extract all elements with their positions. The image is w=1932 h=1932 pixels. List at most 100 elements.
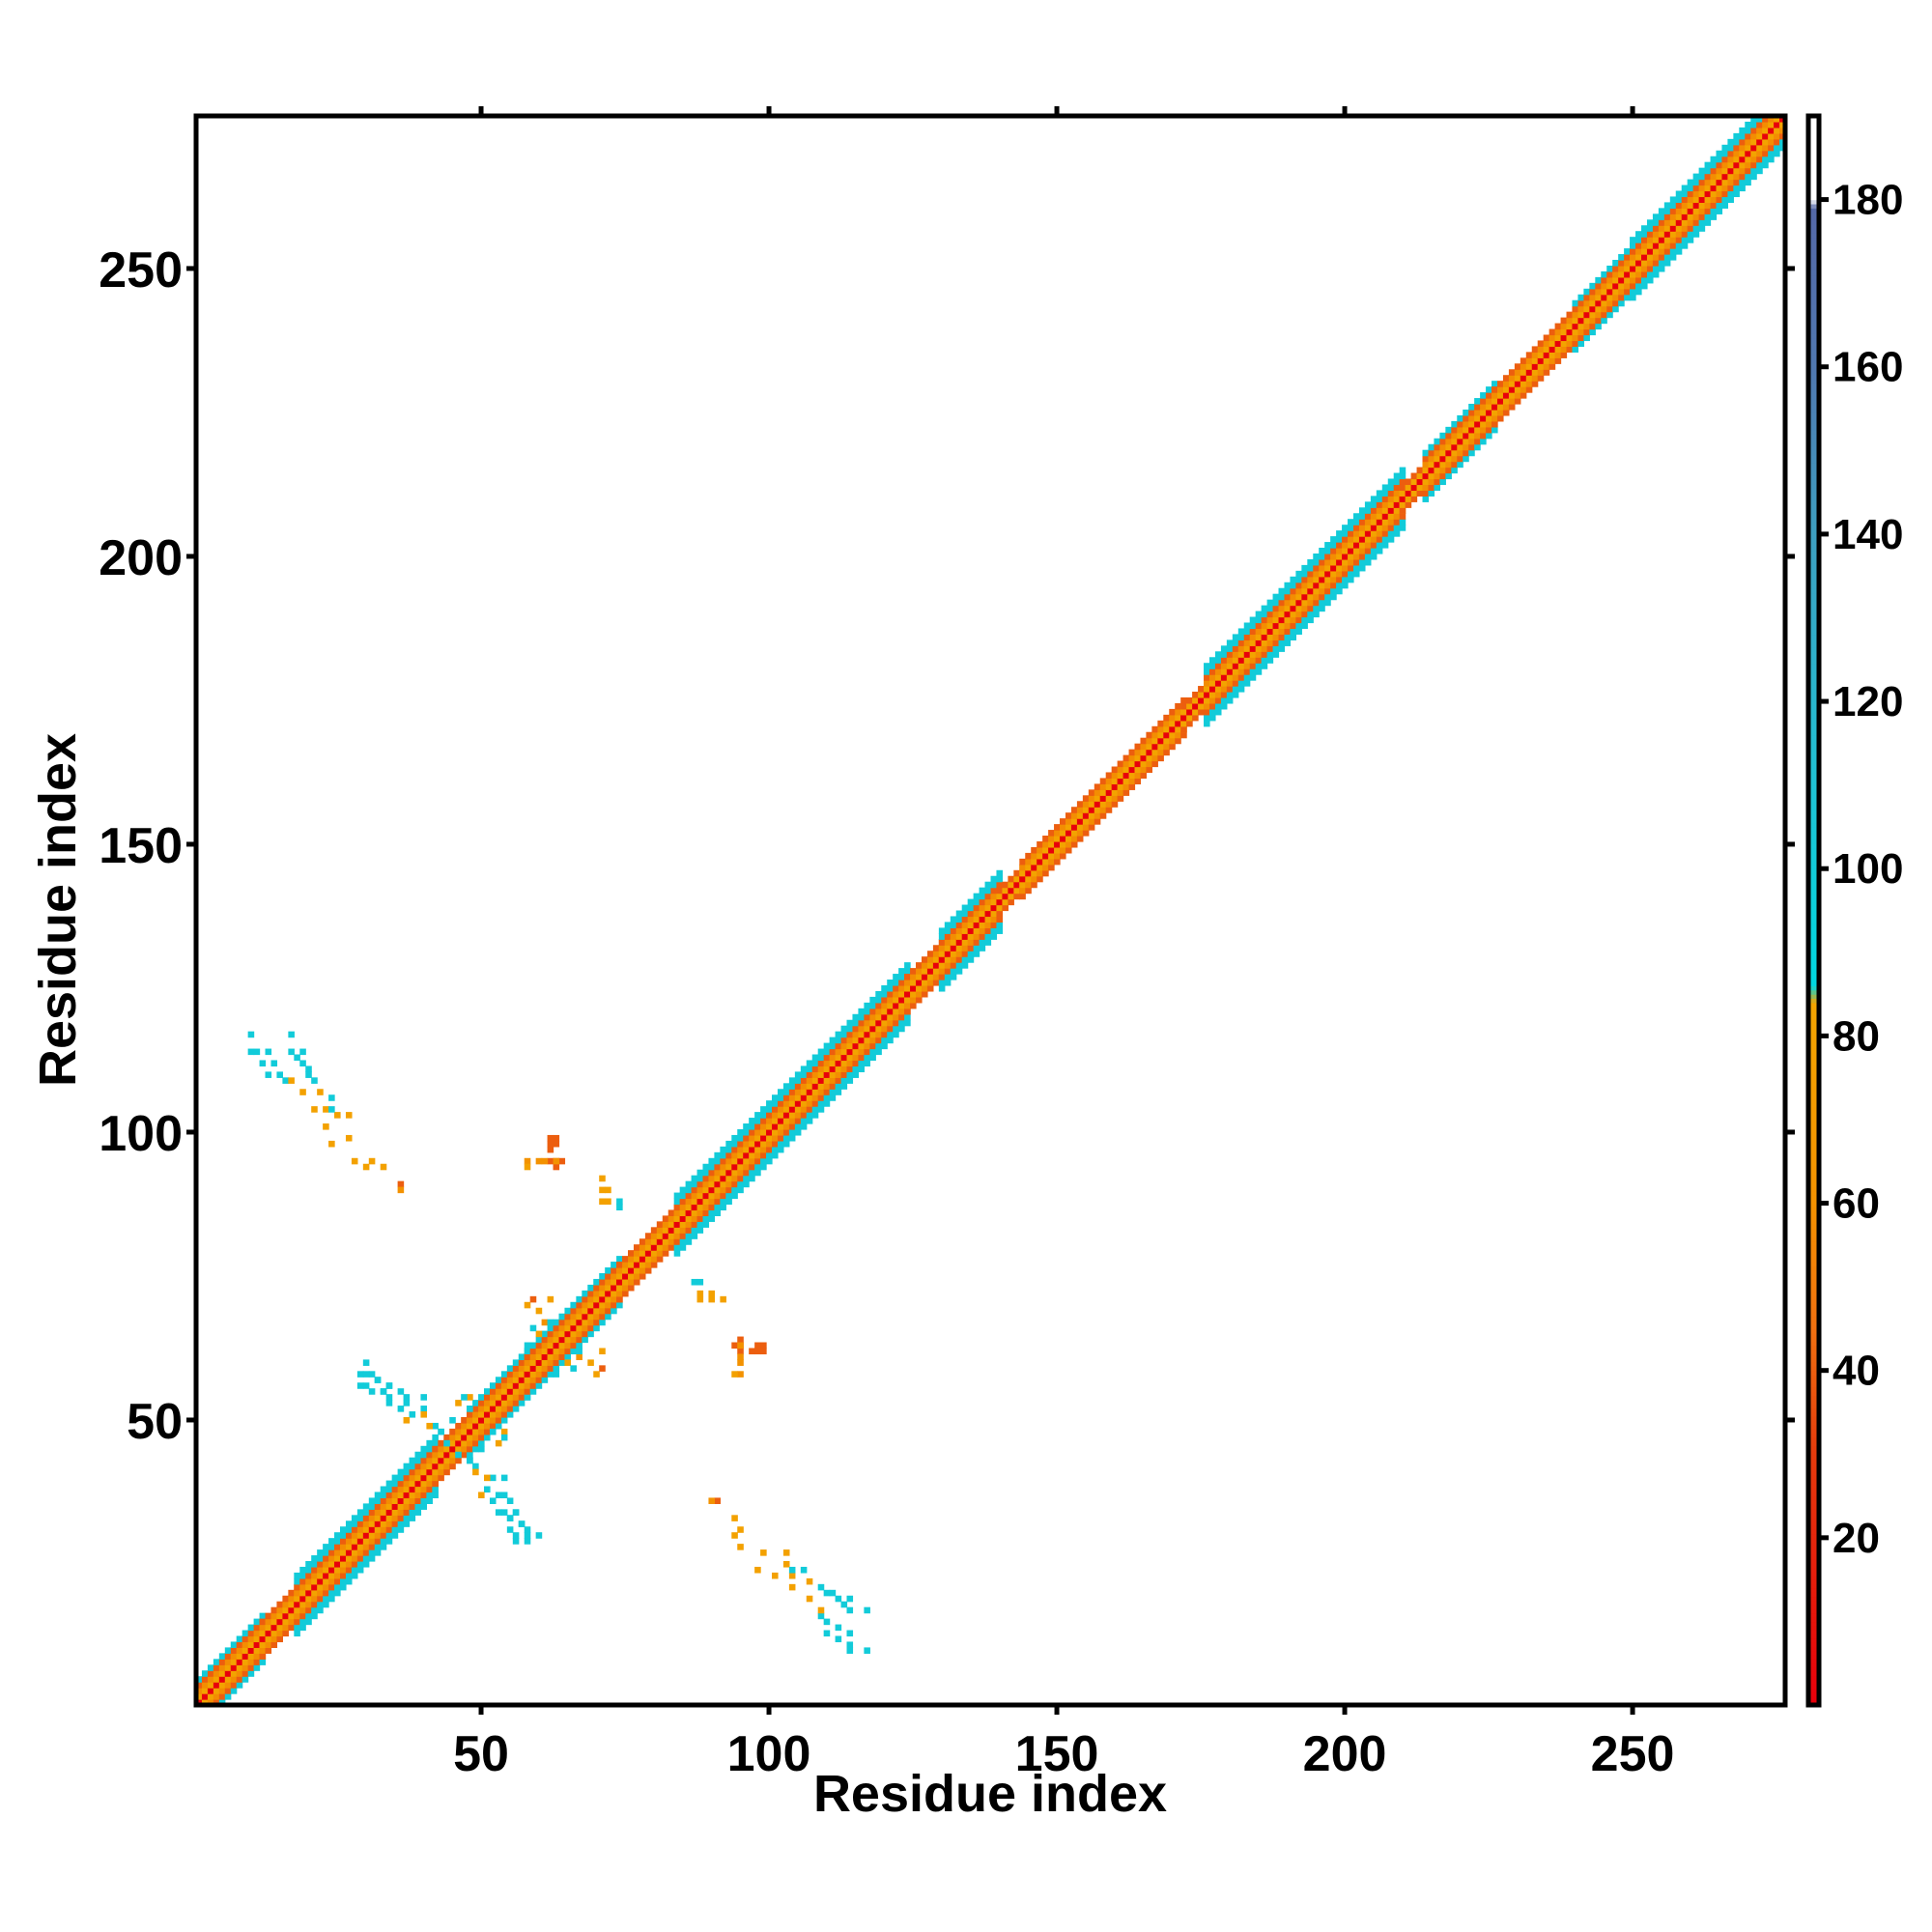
heatmap-cell: [1175, 725, 1181, 733]
heatmap-cell: [1387, 484, 1395, 492]
heatmap-cell: [840, 1037, 848, 1044]
heatmap-cell: [1352, 564, 1360, 572]
heatmap-cell: [495, 1388, 502, 1395]
heatmap-cell: [1768, 144, 1775, 152]
heatmap-cell: [409, 1515, 416, 1521]
heatmap-cell: [800, 1118, 808, 1124]
heatmap-cell: [1624, 276, 1631, 284]
colorbar-segment: [1808, 914, 1819, 920]
heatmap-cell: [1641, 237, 1648, 243]
heatmap-cell: [875, 990, 882, 998]
heatmap-cell: [1261, 634, 1268, 640]
heatmap-cell: [564, 1359, 572, 1366]
heatmap-cell: [1163, 720, 1170, 727]
heatmap-cell: [1290, 605, 1296, 612]
heatmap-cell: [772, 1134, 779, 1142]
heatmap-cell: [484, 1406, 491, 1412]
heatmap-cell: [1336, 548, 1343, 554]
heatmap-cell: [1669, 208, 1677, 214]
colorbar-segment: [1808, 689, 1819, 694]
heatmap-cell: [1031, 875, 1037, 883]
heatmap-cell: [553, 1359, 560, 1366]
heatmap-cell: [518, 1400, 526, 1406]
heatmap-cell: [553, 1330, 560, 1338]
plot-frame: [193, 113, 1788, 1708]
heatmap-cell: [253, 1647, 261, 1654]
heatmap-cell: [835, 1031, 842, 1038]
colorbar-segment: [1808, 1366, 1819, 1372]
heatmap-cell: [1566, 311, 1574, 319]
heatmap-cell: [1750, 121, 1757, 128]
heatmap-cell: [782, 1561, 790, 1568]
heatmap-cell: [679, 1192, 687, 1200]
heatmap-cell: [1307, 587, 1314, 595]
heatmap-cell: [904, 1008, 911, 1015]
heatmap-cell: [777, 1112, 784, 1119]
heatmap-cell: [1531, 363, 1539, 370]
colorbar-segment: [1808, 362, 1819, 368]
heatmap-cell: [443, 1457, 450, 1464]
heatmap-cell: [230, 1641, 238, 1648]
heatmap-cell: [385, 1480, 393, 1488]
heatmap-cell: [1710, 173, 1718, 181]
heatmap-cell: [506, 1377, 514, 1383]
heatmap-cell: [858, 1008, 865, 1015]
heatmap-cell: [599, 1198, 606, 1206]
heatmap-cell: [1180, 714, 1187, 722]
colorbar-segment: [1808, 312, 1819, 318]
heatmap-cell: [449, 1457, 456, 1464]
heatmap-cell: [1208, 674, 1216, 681]
heatmap-cell: [1272, 593, 1280, 601]
heatmap-cell: [1589, 317, 1596, 325]
heatmap-cell: [1117, 778, 1124, 784]
heatmap-cell: [1348, 530, 1354, 537]
heatmap-cell: [1768, 150, 1775, 157]
heatmap-cell: [288, 1031, 295, 1038]
heatmap-cell: [230, 1676, 238, 1683]
heatmap-cell: [1669, 242, 1677, 249]
heatmap-cell: [1675, 231, 1683, 238]
heatmap-cell: [788, 1572, 796, 1579]
heatmap-cell: [1439, 467, 1446, 474]
colorbar-segment: [1808, 1621, 1819, 1627]
heatmap-cell: [967, 922, 975, 928]
heatmap-cell: [644, 1233, 652, 1239]
heatmap-cell: [1237, 680, 1245, 687]
heatmap-cell: [1232, 645, 1239, 652]
heatmap-cell: [1370, 496, 1378, 502]
heatmap-cell: [397, 1526, 405, 1533]
heatmap-cell: [1192, 692, 1199, 698]
heatmap-cell: [247, 1635, 255, 1643]
colorbar-segment: [1808, 714, 1819, 719]
heatmap-cell: [1531, 352, 1539, 358]
heatmap-cell: [754, 1112, 761, 1119]
colorbar-segment: [1808, 558, 1819, 564]
heatmap-cell: [691, 1227, 698, 1234]
colorbar-segment: [1808, 1282, 1819, 1288]
heatmap-cell: [351, 1544, 358, 1550]
heatmap-cell: [720, 1180, 726, 1188]
heatmap-cell: [1560, 334, 1568, 342]
heatmap-cell: [1284, 605, 1292, 612]
colorbar-segment: [1808, 639, 1819, 644]
heatmap-cell: [644, 1262, 652, 1268]
colorbar-segment: [1808, 1328, 1819, 1334]
colorbar-segment: [1808, 671, 1819, 677]
heatmap-cell: [1278, 587, 1286, 595]
heatmap-cell: [1157, 754, 1164, 762]
heatmap-cell: [633, 1278, 640, 1286]
heatmap-cell: [467, 1439, 473, 1447]
heatmap-cell: [864, 1647, 870, 1654]
heatmap-cell: [529, 1377, 537, 1383]
heatmap-cell: [541, 1353, 549, 1360]
heatmap-cell: [1301, 593, 1308, 601]
heatmap-cell: [1635, 282, 1642, 290]
heatmap-cell: [1348, 558, 1354, 566]
heatmap-cell: [881, 996, 888, 1004]
heatmap-cell: [356, 1526, 364, 1533]
heatmap-cell: [777, 1106, 784, 1113]
heatmap-cell: [1457, 432, 1463, 440]
colorbar-segment: [1808, 847, 1819, 853]
heatmap-cell: [535, 1377, 543, 1383]
colorbar-segment: [1808, 124, 1819, 129]
